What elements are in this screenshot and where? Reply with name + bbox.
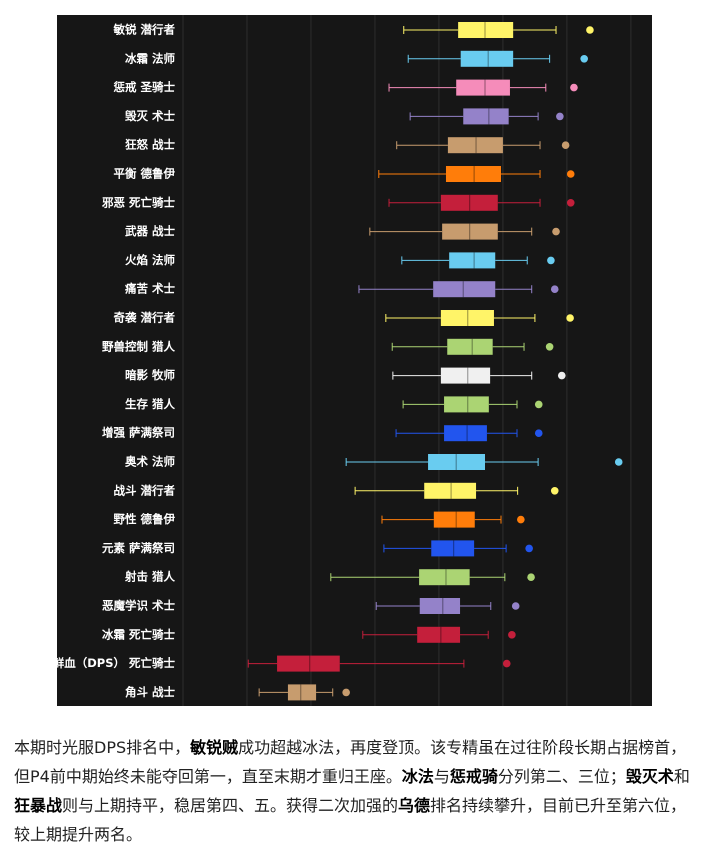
box (440, 194, 498, 211)
box (440, 367, 491, 384)
box (460, 50, 514, 67)
outlier (614, 458, 623, 466)
outlier (566, 314, 574, 322)
box (449, 252, 496, 269)
text-run: 与 (433, 767, 450, 786)
category-label: 平衡 德鲁伊 (113, 167, 175, 181)
text-run: 本期时光服DPS排名中， (14, 738, 191, 757)
box (287, 684, 317, 701)
category-label: 火焰 法师 (125, 253, 176, 267)
text-run: 则与上期持平，稳居第四、五。获得二次加强的 (62, 796, 399, 815)
outlier (511, 602, 520, 610)
outlier (502, 659, 511, 668)
bold-text: 冰法 (401, 767, 434, 786)
category-label: 野性 德鲁伊 (113, 512, 175, 526)
category-label: 惩戒 圣骑士 (113, 80, 175, 94)
text-run: 分列第二、三位； (497, 767, 626, 786)
outlier (550, 285, 559, 294)
outlier (556, 112, 564, 121)
category-label: 狂怒 战士 (125, 138, 176, 152)
category-label: 角斗 战士 (125, 685, 176, 699)
bold-text: 敏锐贼 (190, 738, 239, 757)
text-run: 和 (673, 767, 690, 786)
category-label: 恶魔学识 术士 (102, 599, 176, 613)
box (456, 79, 510, 96)
outlier (586, 26, 594, 34)
box (431, 540, 475, 557)
bold-text: 乌德 (398, 796, 431, 815)
outlier (570, 83, 578, 92)
box (277, 655, 340, 672)
text-run: 成功超越冰法，再度登顶。该专精虽在过往阶段长期占据榜首，但P4前中期始终未能夺回… (14, 738, 687, 786)
box (447, 137, 503, 154)
box (424, 482, 477, 499)
box (433, 281, 496, 298)
outlier (534, 400, 543, 409)
outlier (557, 371, 566, 380)
category-label: 毁灭 术士 (125, 109, 176, 123)
box (419, 598, 461, 614)
box (444, 396, 489, 413)
category-label: 射击 猎人 (124, 570, 176, 584)
category-label: 武器 战士 (125, 224, 176, 238)
box (458, 22, 514, 38)
category-label: 暗影 牧师 (125, 368, 176, 382)
box (417, 626, 461, 643)
outlier (547, 256, 555, 265)
category-label: 冰霜 死亡骑士 (102, 627, 176, 641)
outlier (527, 573, 535, 581)
box (463, 108, 509, 125)
outlier (561, 141, 570, 149)
category-label: 奇袭 潜行者 (113, 311, 175, 325)
box (442, 223, 498, 240)
category-label: 奥术 法师 (124, 455, 176, 469)
category-label: 野兽控制 猎人 (102, 339, 176, 353)
bold-text: 毁灭术 (625, 767, 674, 786)
box (447, 338, 493, 355)
chart-background (57, 15, 652, 706)
category-label: 邪恶 死亡骑士 (101, 195, 176, 209)
box (419, 569, 470, 586)
outlier (566, 170, 575, 178)
category-label: 鲜血（DPS） 死亡骑士 (57, 656, 175, 670)
category-label: 痛苦 术士 (124, 282, 176, 296)
category-label: 战斗 潜行者 (113, 483, 175, 497)
outlier (508, 631, 516, 639)
box (440, 310, 494, 326)
outlier (517, 515, 525, 524)
category-label: 敏锐 潜行者 (112, 23, 175, 37)
category-label: 生存 猎人 (125, 397, 176, 411)
outlier (550, 487, 559, 495)
category-label: 增强 萨满祭司 (102, 426, 175, 440)
category-label: 冰霜 法师 (125, 51, 176, 65)
box (433, 511, 475, 528)
text-run: 排名持续攀升，目前已升至第六位，较上期提升两名。 (14, 796, 687, 844)
outlier (534, 429, 543, 438)
box (428, 454, 486, 470)
box (445, 166, 501, 182)
summary-paragraph: 本期时光服DPS排名中，敏锐贼成功超越冰法，再度登顶。该专精虽在过往阶段长期占据… (14, 733, 702, 849)
outlier (545, 343, 554, 351)
outlier (342, 688, 350, 697)
outlier (566, 199, 575, 207)
bold-text: 惩戒骑 (449, 767, 498, 786)
outlier (525, 544, 533, 553)
category-label: 元素 萨满祭司 (102, 541, 175, 555)
outlier (580, 55, 588, 63)
box (444, 425, 487, 442)
bold-text: 狂暴战 (14, 796, 63, 815)
outlier (552, 227, 560, 236)
